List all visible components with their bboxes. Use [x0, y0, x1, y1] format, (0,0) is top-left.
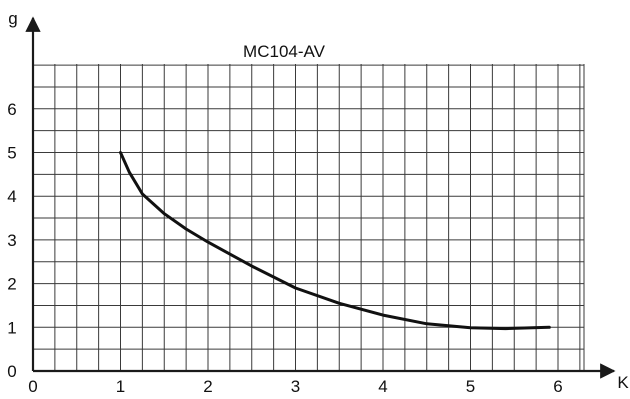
- x-axis-label: K: [617, 373, 629, 392]
- y-tick-label: 4: [7, 187, 16, 206]
- grid: [32, 64, 585, 372]
- x-tick-label: 5: [466, 377, 475, 396]
- x-tick-label: 4: [378, 377, 387, 396]
- x-tick-labels: 0 1 2 3 4 5 6: [28, 377, 562, 396]
- y-tick-label: 5: [7, 144, 16, 163]
- y-tick-label: 3: [7, 231, 16, 250]
- y-axis-label: g: [8, 9, 17, 28]
- chart-title: MC104-AV: [243, 42, 326, 61]
- x-tick-label: 2: [203, 377, 212, 396]
- x-tick-label: 6: [553, 377, 562, 396]
- y-tick-label: 1: [7, 318, 16, 337]
- x-tick-label: 1: [116, 377, 125, 396]
- x-tick-label: 3: [291, 377, 300, 396]
- x-tick-label: 0: [28, 377, 37, 396]
- y-tick-label: 2: [7, 275, 16, 294]
- y-tick-labels: 0 1 2 3 4 5 6: [7, 100, 16, 381]
- y-tick-label: 6: [7, 100, 16, 119]
- y-tick-label: 0: [7, 362, 16, 381]
- series-line: [119, 151, 551, 331]
